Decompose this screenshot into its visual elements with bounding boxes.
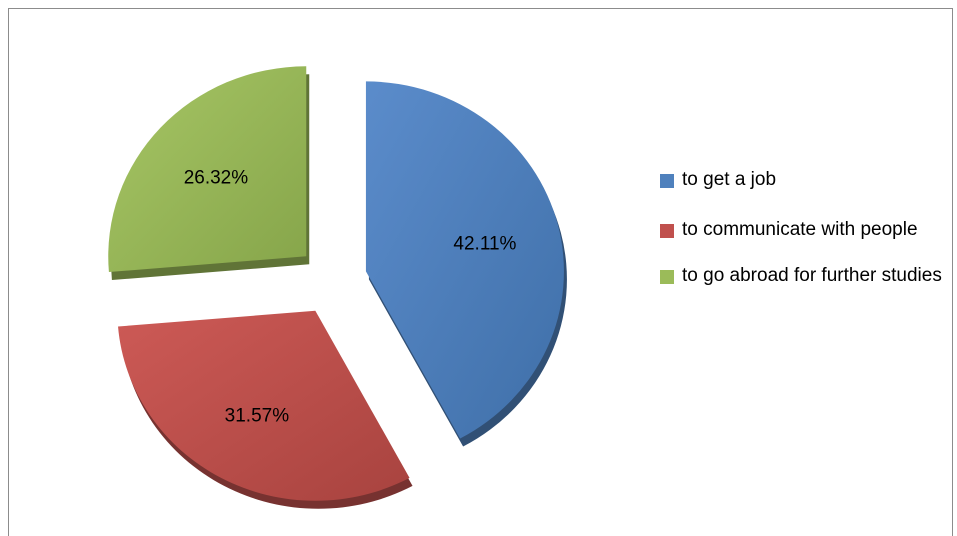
legend-swatch-communicate	[660, 224, 674, 238]
legend-item-abroad: to go abroad for further studies	[660, 261, 950, 291]
data-label-abroad: 26.32%	[184, 168, 249, 189]
data-label-job: 42.11%	[453, 234, 516, 255]
legend-label-communicate: to communicate with people	[682, 219, 918, 240]
pie-slice-communicate	[118, 310, 410, 501]
pie-slice-abroad	[108, 66, 307, 273]
legend-label-abroad: to go abroad for further studies	[682, 265, 942, 286]
legend-swatch-abroad	[660, 270, 674, 284]
legend-item-job: to get a job	[660, 165, 950, 195]
pie-slice-job	[365, 81, 564, 439]
data-label-communicate: 31.57%	[225, 405, 290, 426]
legend-swatch-job	[660, 174, 674, 188]
legend: to get a job to communicate with people …	[660, 165, 950, 291]
legend-label-job: to get a job	[682, 169, 777, 190]
legend-item-communicate: to communicate with people	[660, 215, 950, 245]
